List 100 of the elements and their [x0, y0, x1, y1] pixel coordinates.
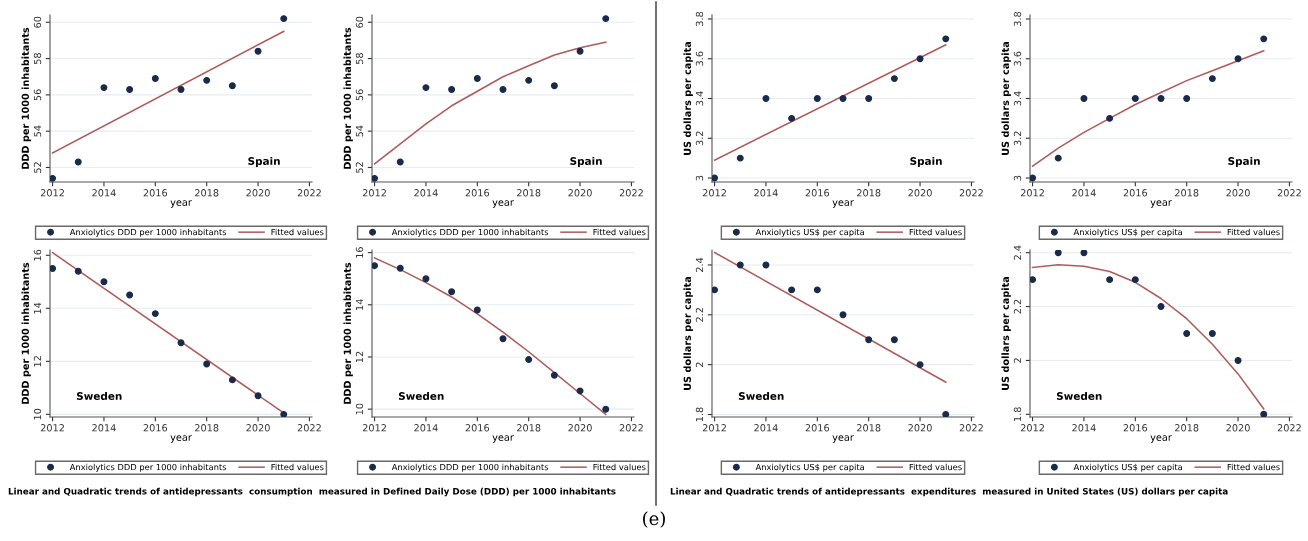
x-tick-label: 2020 — [908, 424, 932, 432]
x-tick-label: 2014 — [1072, 189, 1096, 197]
y-tick-label: 58 — [355, 53, 364, 64]
x-tick-label: 2020 — [908, 189, 932, 197]
y-tick-label: 3.6 — [695, 51, 704, 66]
x-tick-label: 2014 — [92, 189, 116, 197]
point — [1131, 95, 1139, 102]
x-tick-label: 2012 — [1020, 189, 1044, 197]
legend-label: Fitted values — [271, 463, 324, 471]
y-tick-label: 3.2 — [695, 131, 704, 146]
x-tick-label: 2016 — [465, 424, 490, 432]
point — [1208, 75, 1216, 83]
x-tick-label: 2018 — [195, 424, 219, 432]
point — [254, 47, 262, 55]
text: (e) — [643, 511, 665, 528]
y-tick-label: 10 — [33, 408, 42, 420]
point — [126, 291, 134, 299]
point — [1234, 55, 1242, 63]
point — [396, 158, 404, 166]
y-tick-label: 2.4 — [695, 257, 704, 272]
x-tick-label: 2016 — [805, 424, 830, 432]
y-tick-label: 16 — [33, 249, 42, 261]
y-tick-label: 3.8 — [1013, 11, 1022, 26]
point — [499, 85, 507, 93]
point — [788, 286, 796, 294]
point — [865, 95, 873, 102]
x-axis-title: year — [170, 200, 192, 208]
y-axis-title: US dollars per capita — [1001, 276, 1011, 390]
x-tick-label: 2022 — [959, 189, 983, 197]
y-tick-label: 14 — [355, 299, 364, 310]
point — [736, 154, 744, 162]
x-tick-label: 2022 — [959, 424, 983, 432]
point — [1183, 330, 1191, 337]
x-tick-label: 2020 — [246, 424, 270, 432]
line-series — [1031, 50, 1265, 167]
x-axis-title: year — [492, 435, 514, 443]
x-tick-label: 2012 — [40, 189, 64, 197]
point — [813, 286, 821, 294]
point — [100, 278, 108, 286]
point — [74, 267, 82, 275]
point — [1030, 276, 1037, 284]
x-tick-label: 2020 — [568, 189, 592, 197]
point — [177, 339, 185, 347]
point — [50, 174, 57, 182]
y-tick-label: 3.8 — [695, 11, 704, 26]
x-tick-label: 2022 — [1277, 424, 1301, 432]
x-tick-label: 2018 — [857, 424, 881, 432]
point — [280, 410, 288, 417]
point — [1157, 303, 1165, 311]
point — [1106, 114, 1114, 122]
x-axis-title: year — [1150, 435, 1172, 443]
annotation: Sweden — [398, 391, 444, 400]
x-tick-label: 2016 — [465, 189, 490, 197]
x-tick-label: 2014 — [414, 189, 438, 197]
point — [372, 174, 379, 182]
x-tick-label: 2022 — [1277, 189, 1301, 197]
legend-label: Fitted values — [1227, 228, 1280, 236]
legend-label: Anxiolytics DDD per 1000 inhabitants — [391, 228, 549, 237]
point — [602, 405, 610, 413]
y-tick-label: 2 — [695, 362, 704, 368]
annotation: Sweden — [76, 391, 122, 400]
y-tick-label: 1.8 — [1013, 407, 1022, 421]
x-tick-label: 2016 — [143, 424, 168, 432]
x-tick-label: 2012 — [1020, 424, 1044, 432]
legend-label: Fitted values — [909, 463, 962, 471]
x-tick-label: 2018 — [517, 424, 541, 432]
y-axis-title: US dollars per capita — [683, 276, 693, 390]
y-tick-label: 60 — [33, 16, 42, 28]
point — [100, 84, 108, 92]
x-tick-label: 2018 — [857, 189, 881, 197]
point — [1054, 250, 1062, 257]
x-tick-label: 2022 — [619, 189, 643, 197]
point — [890, 75, 898, 83]
text: Linear and Quadratic trends of antidepressants expenditures measured in United States (US) dollars per capita — [670, 487, 1228, 497]
annotation: Spain — [248, 156, 280, 167]
y-tick-label: 10 — [355, 403, 364, 415]
point — [525, 76, 533, 84]
x-tick-label: 2018 — [1175, 424, 1199, 432]
legend-label: Anxiolytics DDD per 1000 inhabitants — [69, 228, 227, 237]
annotation: Sweden — [1056, 391, 1102, 400]
point — [550, 82, 558, 90]
annotation: Spain — [1228, 156, 1260, 167]
y-tick-label: 3.6 — [1013, 51, 1022, 66]
point — [916, 55, 924, 63]
point — [1260, 35, 1268, 43]
point — [396, 264, 404, 272]
x-tick-label: 2014 — [92, 424, 116, 432]
point — [1030, 174, 1037, 182]
point — [762, 261, 770, 269]
y-tick-label: 12 — [355, 351, 364, 363]
point — [1131, 276, 1139, 284]
point — [1183, 95, 1191, 102]
y-axis-title: US dollars per capita — [683, 41, 693, 155]
legend-label: Anxiolytics DDD per 1000 inhabitants — [69, 463, 227, 472]
legend-label: Fitted values — [909, 228, 962, 236]
y-tick-label: 3 — [1013, 175, 1022, 181]
annotation: Sweden — [738, 391, 784, 400]
x-tick-label: 2014 — [1072, 424, 1096, 432]
point — [1054, 154, 1062, 162]
point — [151, 310, 159, 318]
